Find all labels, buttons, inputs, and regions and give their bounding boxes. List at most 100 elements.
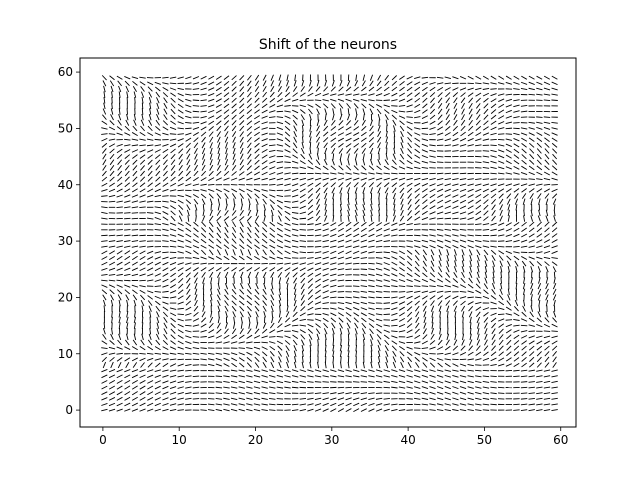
quiver-arrow [194, 282, 198, 290]
quiver-arrow [368, 381, 375, 383]
quiver-arrow [454, 333, 457, 341]
quiver-arrow [156, 322, 160, 329]
quiver-arrow [116, 385, 123, 390]
quiver-arrow [421, 340, 428, 345]
quiver-arrow [322, 239, 329, 243]
quiver-arrow [223, 255, 230, 261]
quiver-arrow [293, 282, 297, 290]
quiver-arrow [110, 108, 114, 115]
quiver-arrow [239, 295, 245, 300]
quiver-arrow [147, 170, 153, 177]
quiver-arrow [231, 334, 238, 340]
quiver-arrow [467, 369, 474, 372]
quiver-arrow [315, 328, 321, 335]
quiver-arrow [483, 126, 489, 131]
quiver-arrow [322, 250, 329, 254]
quiver-arrow [140, 362, 145, 368]
quiver-arrow [248, 322, 251, 329]
quiver-arrow [238, 347, 245, 349]
quiver-arrow [378, 204, 381, 211]
quiver-arrow [291, 167, 299, 169]
quiver-arrow [239, 75, 245, 81]
quiver-arrow [169, 386, 177, 390]
quiver-arrow [429, 369, 436, 372]
quiver-arrow [438, 266, 443, 273]
quiver-arrow [192, 194, 199, 199]
quiver-arrow [429, 144, 436, 147]
quiver-arrow [124, 206, 131, 209]
quiver-arrow [140, 119, 145, 126]
quiver-arrow [124, 346, 131, 350]
quiver-arrow [224, 300, 229, 306]
quiver-arrow [528, 81, 535, 85]
quiver-arrow [270, 294, 275, 301]
quiver-arrow [490, 144, 497, 147]
quiver-arrow [345, 296, 352, 299]
quiver-arrow [429, 217, 436, 220]
quiver-arrow [254, 103, 260, 109]
quiver-arrow [355, 198, 358, 205]
quiver-arrow [477, 266, 480, 273]
quiver-arrow [360, 227, 367, 232]
quiver-arrow [467, 375, 474, 378]
quiver-arrow [406, 166, 413, 170]
quiver-arrow [307, 278, 314, 283]
quiver-arrow [193, 233, 199, 238]
quiver-arrow [406, 380, 413, 384]
quiver-arrow [543, 392, 551, 395]
quiver-arrow [482, 166, 490, 169]
quiver-arrow [360, 397, 368, 401]
quiver-arrow [156, 333, 160, 340]
quiver-arrow [324, 108, 328, 115]
quiver-arrow [467, 386, 474, 389]
quiver-arrow [108, 391, 116, 396]
quiver-arrow [543, 81, 551, 86]
quiver-arrow [154, 380, 161, 384]
quiver-arrow [484, 271, 488, 279]
arrow-field [101, 74, 558, 413]
quiver-arrow [269, 322, 275, 329]
quiver-arrow [154, 211, 162, 215]
quiver-arrow [239, 238, 245, 244]
quiver-arrow [393, 147, 396, 155]
quiver-arrow [224, 226, 229, 233]
quiver-arrow [383, 285, 390, 288]
quiver-arrow [108, 138, 116, 141]
quiver-arrow [215, 403, 223, 406]
quiver-arrow [421, 143, 429, 147]
quiver-arrow [421, 166, 429, 169]
quiver-arrow [399, 267, 405, 272]
quiver-arrow [475, 138, 482, 142]
quiver-arrow [391, 250, 398, 254]
quiver-arrow [330, 307, 337, 310]
quiver-arrow [422, 103, 428, 109]
quiver-arrow [101, 284, 108, 288]
quiver-arrow [490, 75, 497, 80]
quiver-arrow [337, 245, 345, 248]
quiver-arrow [376, 222, 383, 227]
quiver-arrow [246, 244, 253, 250]
quiver-arrow [177, 409, 184, 411]
quiver-arrow [162, 267, 169, 272]
quiver-arrow [368, 408, 375, 412]
quiver-arrow [383, 324, 390, 327]
quiver-arrow [155, 86, 161, 92]
quiver-arrow [383, 109, 390, 114]
quiver-arrow [345, 143, 352, 148]
quiver-arrow [324, 80, 328, 87]
quiver-arrow [276, 121, 284, 125]
quiver-arrow [169, 391, 177, 395]
quiver-arrow [239, 114, 245, 120]
quiver-arrow [162, 346, 169, 351]
quiver-arrow [467, 301, 474, 305]
quiver-arrow [353, 132, 360, 136]
quiver-arrow [437, 92, 443, 98]
quiver-arrow [269, 369, 276, 372]
quiver-arrow [192, 381, 200, 383]
quiver-arrow [162, 272, 169, 277]
quiver-arrow [307, 294, 313, 301]
quiver-arrow [230, 397, 238, 400]
quiver-arrow [551, 409, 558, 412]
quiver-arrow [246, 392, 253, 395]
quiver-arrow [140, 165, 145, 171]
